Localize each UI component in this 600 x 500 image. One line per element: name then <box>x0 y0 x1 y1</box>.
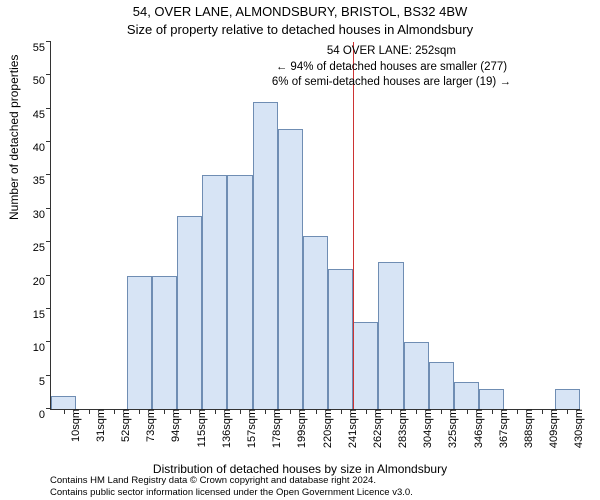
histogram-bar <box>454 382 479 409</box>
chart-footer: Contains HM Land Registry data © Crown c… <box>50 475 413 498</box>
footer-line1: Contains HM Land Registry data © Crown c… <box>50 475 413 486</box>
y-tick-mark <box>46 341 51 342</box>
y-tick-label: 30 <box>33 209 51 221</box>
y-axis-label: Number of detached properties <box>7 55 21 220</box>
y-tick-label: 20 <box>33 276 51 288</box>
x-tick-label: 325sqm <box>441 409 459 448</box>
histogram-bar <box>328 269 353 409</box>
y-tick-mark <box>46 108 51 109</box>
histogram-bar <box>127 276 152 409</box>
histogram-bar <box>278 129 303 409</box>
x-tick-label: 283sqm <box>391 409 409 448</box>
x-tick-label: 430sqm <box>567 409 585 448</box>
x-tick-label: 262sqm <box>366 409 384 448</box>
x-tick-label: 367sqm <box>492 409 510 448</box>
x-tick-label: 409sqm <box>542 409 560 448</box>
x-tick-label: 52sqm <box>114 409 132 442</box>
annotation-box: 54 OVER LANE: 252sqm← 94% of detached ho… <box>241 44 541 91</box>
chart-title-sub: Size of property relative to detached ho… <box>0 22 600 37</box>
x-tick-label: 241sqm <box>341 409 359 448</box>
y-tick-label: 10 <box>33 342 51 354</box>
x-axis-label: Distribution of detached houses by size … <box>0 462 600 476</box>
x-tick-label: 178sqm <box>265 409 283 448</box>
y-tick-label: 55 <box>33 42 51 54</box>
histogram-bar <box>51 396 76 409</box>
histogram-bar <box>253 102 278 409</box>
histogram-bar <box>429 362 454 409</box>
x-tick-label: 94sqm <box>164 409 182 442</box>
histogram-bar <box>353 322 378 409</box>
y-tick-label: 0 <box>39 409 51 421</box>
y-tick-mark <box>46 208 51 209</box>
y-tick-mark <box>46 174 51 175</box>
plot-area: 051015202530354045505510sqm31sqm52sqm73s… <box>50 42 580 410</box>
histogram-bar <box>152 276 177 409</box>
annotation-line1: 54 OVER LANE: 252sqm <box>241 44 541 60</box>
histogram-bar <box>479 389 504 409</box>
x-tick-label: 346sqm <box>467 409 485 448</box>
x-tick-label: 157sqm <box>240 409 258 448</box>
y-tick-mark <box>46 74 51 75</box>
x-tick-label: 136sqm <box>215 409 233 448</box>
histogram-bar <box>555 389 580 409</box>
x-tick-label: 199sqm <box>290 409 308 448</box>
property-marker-line <box>353 42 355 409</box>
y-tick-label: 25 <box>33 242 51 254</box>
histogram-bar <box>227 175 252 409</box>
y-tick-mark <box>46 141 51 142</box>
chart-title-main: 54, OVER LANE, ALMONDSBURY, BRISTOL, BS3… <box>0 4 600 19</box>
footer-line2: Contains public sector information licen… <box>50 487 413 498</box>
histogram-bar <box>378 262 403 409</box>
histogram-bar <box>303 236 328 409</box>
chart-container: 54, OVER LANE, ALMONDSBURY, BRISTOL, BS3… <box>0 0 600 500</box>
x-tick-label: 10sqm <box>64 409 82 442</box>
x-tick-label: 31sqm <box>89 409 107 442</box>
y-tick-mark <box>46 308 51 309</box>
x-tick-label: 304sqm <box>416 409 434 448</box>
y-tick-label: 35 <box>33 175 51 187</box>
annotation-line2: ← 94% of detached houses are smaller (27… <box>241 60 541 76</box>
y-tick-label: 45 <box>33 109 51 121</box>
annotation-line3: 6% of semi-detached houses are larger (1… <box>241 75 541 91</box>
y-tick-label: 40 <box>33 142 51 154</box>
histogram-bar <box>202 175 227 409</box>
y-tick-mark <box>46 275 51 276</box>
histogram-bar <box>177 216 202 410</box>
y-tick-mark <box>46 41 51 42</box>
y-tick-mark <box>46 241 51 242</box>
y-tick-mark <box>46 375 51 376</box>
x-tick-label: 73sqm <box>139 409 157 442</box>
x-tick-label: 220sqm <box>316 409 334 448</box>
x-tick-label: 115sqm <box>190 409 208 447</box>
y-tick-label: 5 <box>39 376 51 388</box>
histogram-bar <box>404 342 429 409</box>
y-tick-label: 15 <box>33 309 51 321</box>
x-tick-label: 388sqm <box>517 409 535 448</box>
y-tick-label: 50 <box>33 75 51 87</box>
